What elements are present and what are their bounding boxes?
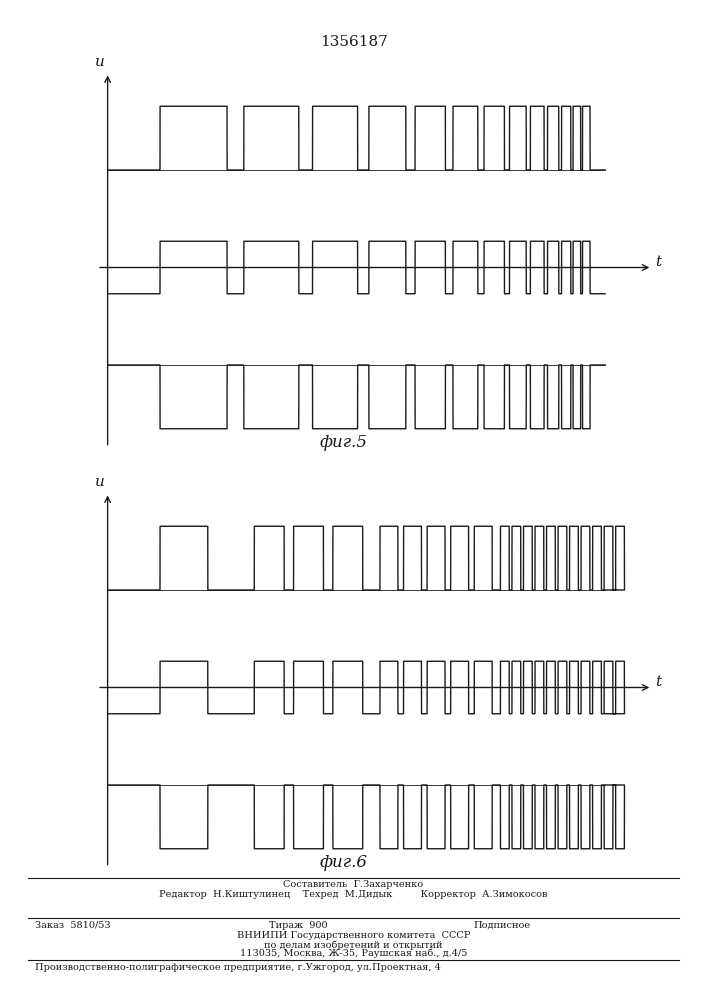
Text: фиг.5: фиг.5	[320, 434, 368, 451]
Text: 1356187: 1356187	[320, 35, 387, 49]
Text: Составитель  Г.Захарченко: Составитель Г.Захарченко	[284, 880, 423, 889]
Text: t: t	[655, 254, 661, 268]
Text: Редактор  Н.Киштулинец    Техред  М.Дидык         Корректор  А.Зимокосов: Редактор Н.Киштулинец Техред М.Дидык Кор…	[159, 890, 548, 899]
Text: u: u	[95, 55, 105, 69]
Text: u: u	[95, 475, 105, 489]
Text: Подписное: Подписное	[474, 921, 531, 930]
Text: по делам изобретений и открытий: по делам изобретений и открытий	[264, 940, 443, 950]
Text: Заказ  5810/53: Заказ 5810/53	[35, 921, 111, 930]
Text: 113035, Москва, Ж-35, Раушская наб., д.4/5: 113035, Москва, Ж-35, Раушская наб., д.4…	[240, 949, 467, 958]
Text: фиг.6: фиг.6	[320, 854, 368, 871]
Text: t: t	[655, 674, 661, 688]
Text: Производственно-полиграфическое предприятие, г.Ужгород, ул.Проектная, 4: Производственно-полиграфическое предприя…	[35, 963, 441, 972]
Text: Тираж  900: Тираж 900	[269, 921, 327, 930]
Text: ВНИИПИ Государственного комитета  СССР: ВНИИПИ Государственного комитета СССР	[237, 931, 470, 940]
